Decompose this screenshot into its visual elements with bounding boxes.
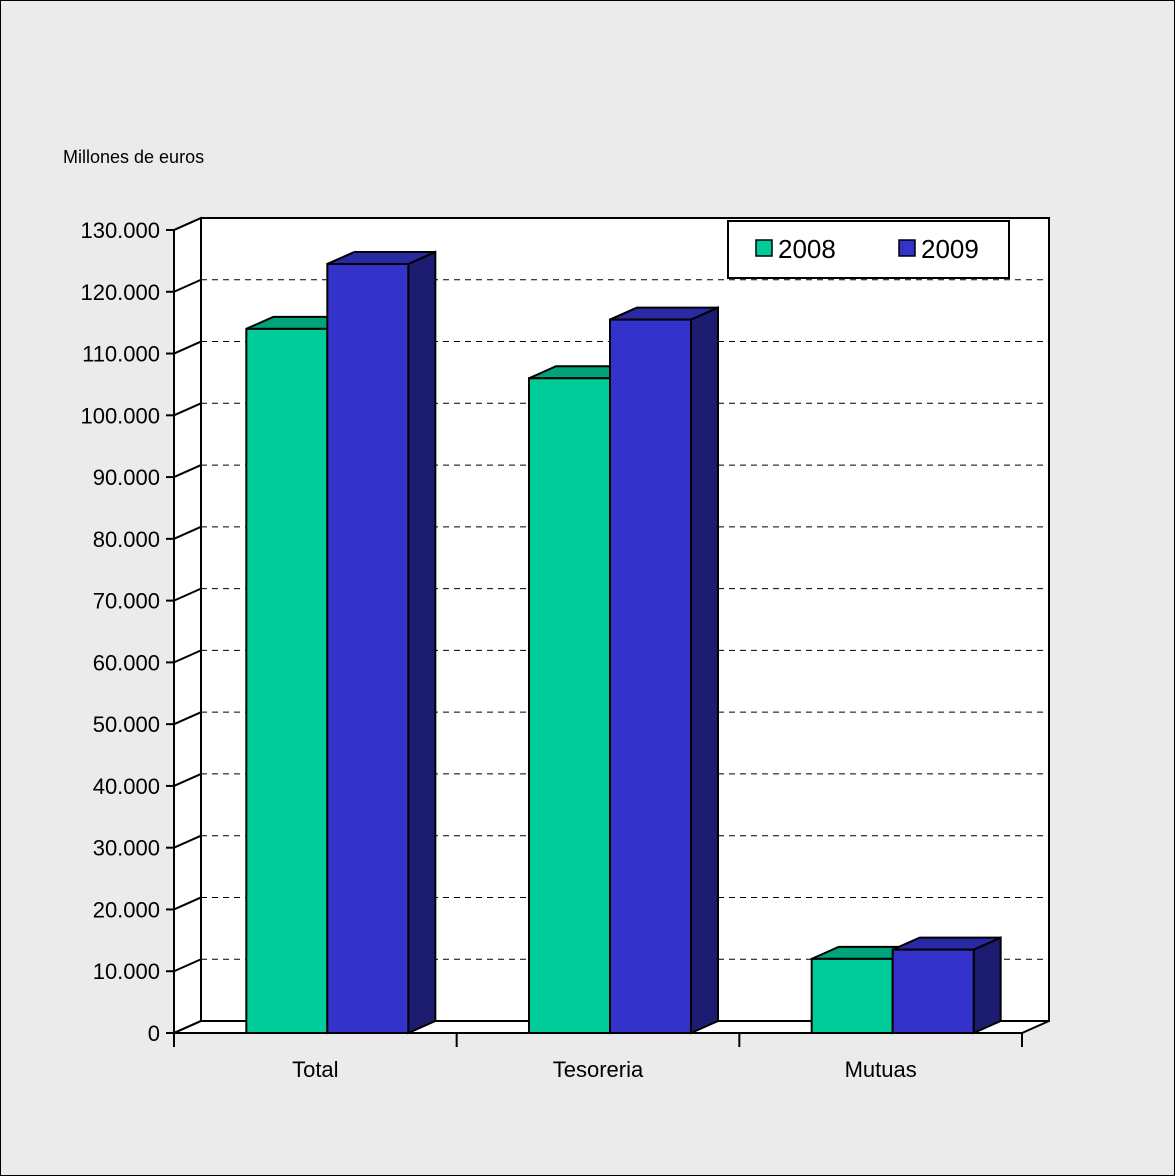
- y-tick-label: 110.000: [82, 342, 160, 367]
- y-tick-depth: [173, 278, 202, 293]
- y-tick-label: 90.000: [93, 465, 160, 490]
- x-tick-label: Total: [292, 1057, 338, 1082]
- y-tick-depth: [173, 217, 202, 231]
- bar-2009-Mutuas: [891, 936, 1002, 1035]
- y-tick-depth: [173, 587, 202, 602]
- bar-side: [972, 936, 1002, 1035]
- legend-label-2008: 2008: [778, 234, 836, 264]
- legend-swatch-2009: [898, 239, 916, 257]
- bar-front: [245, 327, 329, 1034]
- y-tick-depth: [173, 464, 202, 478]
- legend: [727, 220, 1010, 279]
- legend-swatch-2008: [755, 239, 773, 257]
- bar-2009-Total: [326, 250, 437, 1035]
- y-tick-label: 60.000: [93, 650, 160, 675]
- y-tick-depth: [173, 958, 202, 973]
- y-tick-label: 30.000: [93, 836, 160, 861]
- bar-2009-Tesoreria: [609, 306, 719, 1035]
- y-tick-depth: [173, 649, 202, 664]
- x-tick-label: Tesoreria: [553, 1057, 644, 1082]
- bar-front: [891, 948, 975, 1034]
- bar-side: [407, 250, 437, 1035]
- y-tick-depth: [173, 834, 202, 849]
- y-tick-depth: [173, 402, 202, 417]
- bar-front: [609, 318, 692, 1034]
- bar-front: [528, 377, 611, 1034]
- y-tick-label: 40.000: [93, 774, 160, 799]
- y-tick-depth: [173, 340, 202, 355]
- y-tick-label: 0: [148, 1021, 160, 1046]
- y-tick-depth: [173, 896, 202, 911]
- y-tick-label: 70.000: [93, 589, 160, 614]
- y-tick-label: 20.000: [93, 897, 160, 922]
- y-tick-label: 130.000: [80, 218, 160, 243]
- y-tick-depth: [173, 525, 202, 540]
- y-axis-label: Millones de euros: [63, 147, 205, 167]
- x-tick-label: Mutuas: [845, 1057, 917, 1082]
- y-tick-label: 120.000: [80, 280, 160, 305]
- y-tick-label: 10.000: [93, 959, 160, 984]
- y-tick-depth: [173, 711, 202, 726]
- y-tick-depth: [173, 1020, 202, 1034]
- bar-side: [690, 306, 719, 1035]
- side-wall: [173, 216, 202, 1035]
- y-tick-label: 80.000: [93, 527, 160, 552]
- y-tick-label: 100.000: [80, 403, 160, 428]
- y-tick-label: 50.000: [93, 712, 160, 737]
- bar-front: [810, 957, 894, 1034]
- legend-label-2009: 2009: [921, 234, 979, 264]
- y-tick-depth: [173, 773, 202, 787]
- bar-front: [326, 262, 410, 1034]
